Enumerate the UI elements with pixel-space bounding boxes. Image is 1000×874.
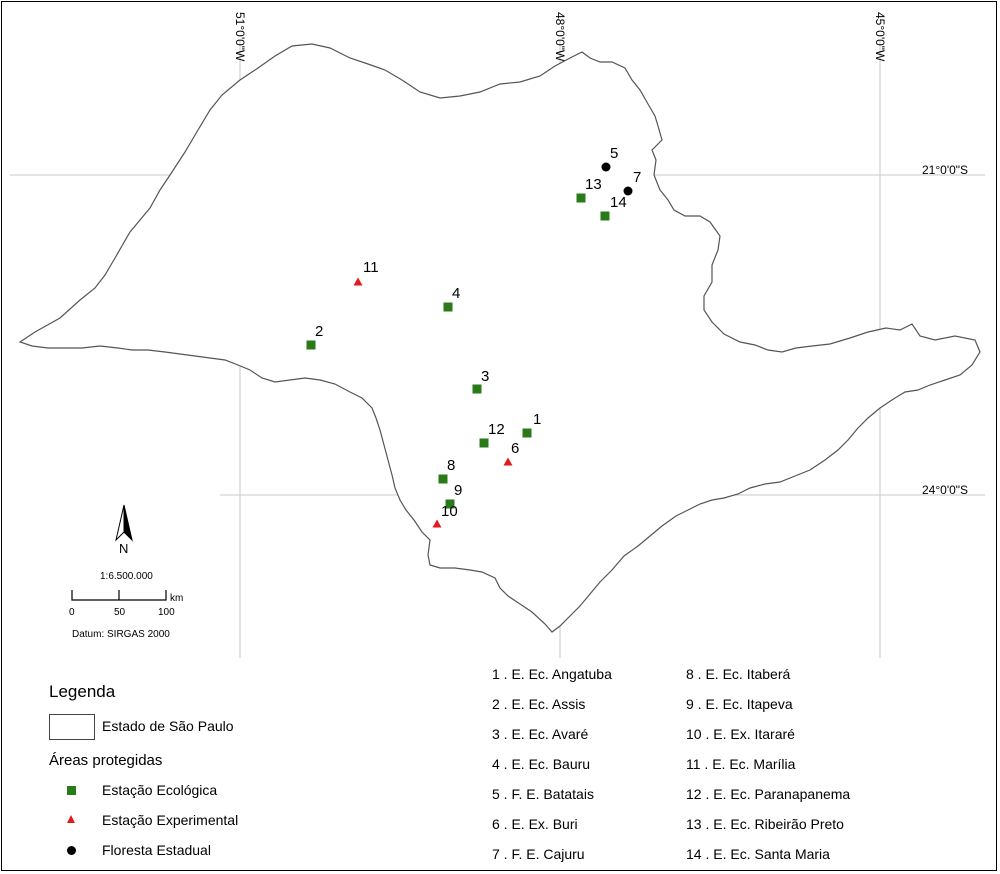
station-list-item: 4 . E. Ec. Bauru (492, 756, 591, 772)
station-list-item: 12 . E. Ec. Paranapanema (686, 786, 851, 802)
station-list-item: 7 . F. E. Cajuru (492, 846, 585, 862)
north-arrow-label: N (119, 541, 128, 556)
lon-label-45w: 45°0'0"W (873, 12, 887, 62)
north-arrow-left-half (115, 504, 125, 542)
scale-unit: km (170, 593, 183, 604)
scale-tick-0: 0 (69, 607, 75, 618)
station-list-item: 1 . E. Ec. Angatuba (492, 666, 612, 682)
scale-bar-lines (71, 590, 167, 601)
marker-estacao-ecologica-8 (438, 474, 448, 484)
marker-estacao-experimental-11 (353, 277, 363, 286)
sao-paulo-state-outline (18, 43, 981, 633)
marker-label-14: 14 (610, 194, 627, 211)
scale-tick-100: 100 (158, 607, 175, 618)
station-list-item: 13 . E. Ec. Ribeirão Preto (686, 816, 844, 832)
legend-state-swatch (49, 714, 95, 740)
marker-estacao-ecologica-3 (472, 384, 482, 394)
marker-estacao-ecologica-12 (479, 438, 489, 448)
legend-estacao-experimental-label: Estação Experimental (102, 812, 239, 828)
legend-areas-title: Áreas protegidas (49, 752, 163, 769)
marker-estacao-ecologica-4 (443, 302, 453, 312)
scale-ratio: 1:6.500.000 (100, 571, 153, 582)
marker-estacao-ecologica-13 (576, 193, 586, 203)
marker-label-4: 4 (452, 285, 460, 302)
marker-label-8: 8 (447, 457, 455, 474)
station-list-item: 3 . E. Ec. Avaré (492, 726, 589, 742)
graticule-labels: 51°0'0"W 48°0'0"W 45°0'0"W 21°0'0"S 24°0… (233, 12, 968, 497)
marker-label-3: 3 (481, 368, 489, 385)
marker-estacao-ecologica-2 (306, 340, 316, 350)
station-list-item: 5 . F. E. Batatais (492, 786, 594, 802)
station-list-item: 2 . E. Ec. Assis (492, 696, 586, 712)
marker-label-6: 6 (511, 440, 519, 457)
marker-label-12: 12 (488, 421, 505, 438)
lon-label-51w: 51°0'0"W (233, 12, 247, 62)
marker-estacao-experimental-6 (503, 457, 513, 466)
marker-floresta-estadual-5 (601, 162, 611, 172)
marker-floresta-estadual-7 (623, 186, 633, 196)
marker-estacao-ecologica-9 (445, 499, 455, 509)
marker-label-13: 13 (585, 176, 602, 193)
lon-label-48w: 48°0'0"W (553, 12, 567, 62)
station-list-item: 6 . E. Ex. Buri (492, 816, 578, 832)
marker-label-5: 5 (610, 145, 618, 162)
datum-label: Datum: SIRGAS 2000 (72, 629, 170, 640)
marker-label-7: 7 (633, 169, 641, 186)
station-list-item: 14 . E. Ec. Santa Maria (686, 846, 830, 862)
legend-title: Legenda (49, 682, 116, 701)
marker-estacao-ecologica-1 (522, 428, 532, 438)
marker-estacao-experimental-10 (432, 519, 442, 528)
marker-label-10: 10 (441, 503, 458, 520)
legend-estacao-ecologica-label: Estação Ecológica (102, 782, 218, 798)
station-list-item: 11 . E. Ec. Marília (686, 756, 796, 772)
north-arrow-right-half (123, 504, 133, 542)
lat-label-21s: 21°0'0"S (922, 163, 968, 177)
scale-tick-50: 50 (114, 607, 126, 618)
station-list-item: 9 . E. Ec. Itapeva (686, 696, 793, 712)
legend-estacao-experimental-icon (67, 815, 75, 823)
legend-estacao-ecologica-icon (67, 786, 76, 795)
legend-floresta-estadual-label: Floresta Estadual (102, 842, 211, 858)
legend-state-label: Estado de São Paulo (102, 718, 234, 734)
marker-label-1: 1 (533, 411, 541, 428)
station-list-item: 8 . E. Ec. Itaberá (686, 666, 791, 682)
north-arrow: N (115, 504, 133, 556)
station-list-item: 10 . E. Ex. Itararé (686, 726, 795, 742)
marker-label-9: 9 (454, 482, 462, 499)
marker-label-2: 2 (315, 323, 323, 340)
lat-label-24s: 24°0'0"S (922, 483, 968, 497)
marker-label-11: 11 (363, 259, 379, 276)
marker-estacao-ecologica-14 (600, 211, 610, 221)
legend-floresta-estadual-icon (67, 846, 76, 855)
scale-bar: 1:6.500.000 km 0 50 100 Datum: SIRGAS 20… (69, 571, 183, 640)
